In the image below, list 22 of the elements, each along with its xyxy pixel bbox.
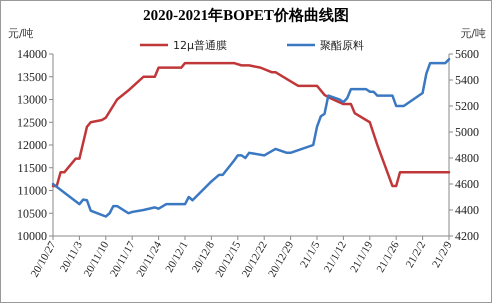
y-tick-label: 11500 xyxy=(17,160,47,175)
y-tick-label: 10000 xyxy=(17,229,47,243)
legend-label: 聚酯原料 xyxy=(320,39,364,52)
y-tick-label: 14000 xyxy=(17,47,47,61)
legend-label: 12μ普通膜 xyxy=(173,39,227,52)
y2-tick-label: 4800 xyxy=(455,151,479,165)
y-tick-label: 10500 xyxy=(17,206,47,220)
y2-tick-label: 5000 xyxy=(455,125,479,139)
y2-tick-label: 4600 xyxy=(455,177,479,191)
y-axis-title: 元/吨 xyxy=(8,27,34,40)
chart-title: 2020-2021年BOPET价格曲线图 xyxy=(143,7,349,24)
y-tick-label: 12000 xyxy=(17,138,47,152)
y-tick-label: 13500 xyxy=(17,70,47,84)
y2-tick-label: 5400 xyxy=(455,73,479,87)
y2-tick-label: 4200 xyxy=(455,229,479,243)
y2-tick-label: 5600 xyxy=(455,47,479,61)
y-tick-label: 13000 xyxy=(17,92,47,106)
y-tick-label: 12500 xyxy=(17,115,47,130)
y-tick-label: 11000 xyxy=(17,184,47,198)
y2-tick-label: 5200 xyxy=(455,99,479,113)
y2-axis-title: 元/吨 xyxy=(460,27,486,40)
y2-tick-label: 4400 xyxy=(455,203,479,217)
